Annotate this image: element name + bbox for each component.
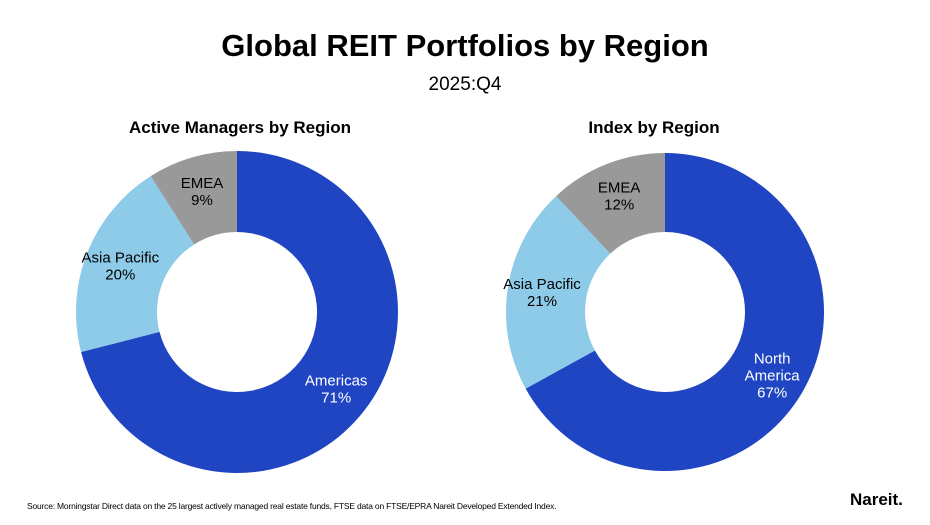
category-label: America: [745, 367, 801, 384]
nareit-logo: Nareit.: [850, 490, 903, 509]
data-label: 20%: [105, 266, 135, 283]
data-label: 71%: [321, 389, 351, 406]
data-label: 67%: [757, 384, 787, 401]
category-label: EMEA: [181, 175, 224, 192]
donut-slice-north-america: [525, 153, 824, 471]
data-label: 9%: [191, 192, 213, 209]
donut-slice-emea: [556, 153, 665, 254]
chart-title-index: Index by Region: [588, 118, 720, 137]
page-subtitle: 2025:Q4: [428, 74, 502, 95]
donut-slice-americas: [81, 151, 399, 474]
category-label: Asia Pacific: [503, 276, 581, 293]
category-label: North: [754, 350, 791, 367]
data-label: 12%: [604, 197, 634, 214]
donut-slice-emea: [150, 151, 237, 245]
source-note: Source: Morningstar Direct data on the 2…: [27, 501, 557, 511]
category-label: Americas: [305, 372, 368, 389]
category-label: Asia Pacific: [82, 249, 160, 266]
chart-title-active: Active Managers by Region: [128, 118, 351, 137]
category-label: EMEA: [598, 180, 641, 197]
donut-slice-asia-pacific: [76, 176, 195, 353]
data-label: 21%: [527, 293, 557, 310]
donut-slice-asia-pacific: [505, 196, 611, 389]
page-title: Global REIT Portfolios by Region: [221, 28, 709, 63]
